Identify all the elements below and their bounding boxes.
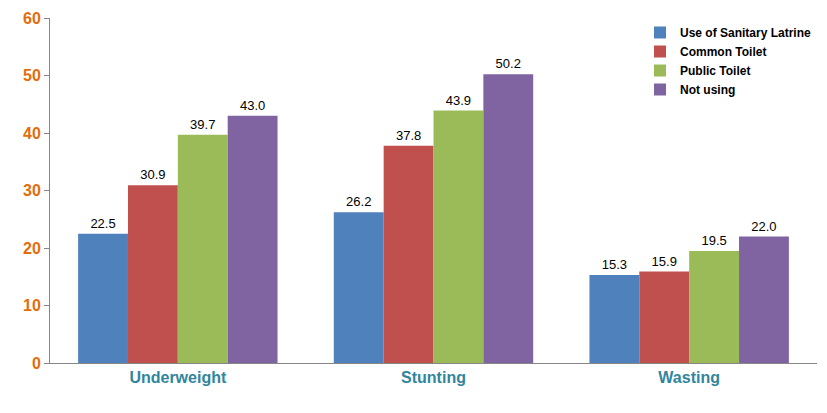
- svg-text:30: 30: [23, 182, 41, 199]
- svg-text:Use of Sanitary Latrine: Use of Sanitary Latrine: [680, 26, 811, 40]
- svg-text:15.9: 15.9: [652, 254, 677, 269]
- svg-text:50: 50: [23, 67, 41, 84]
- svg-text:Not using: Not using: [680, 83, 735, 97]
- svg-text:26.2: 26.2: [346, 194, 371, 209]
- svg-text:22.5: 22.5: [90, 216, 115, 231]
- svg-text:39.7: 39.7: [190, 117, 215, 132]
- svg-text:Underweight: Underweight: [129, 369, 227, 386]
- svg-text:50.2: 50.2: [496, 56, 521, 71]
- svg-text:0: 0: [32, 355, 41, 372]
- svg-text:60: 60: [23, 10, 41, 27]
- svg-text:Public Toilet: Public Toilet: [680, 64, 750, 78]
- svg-text:43.9: 43.9: [446, 93, 471, 108]
- svg-text:Wasting: Wasting: [658, 369, 720, 386]
- svg-text:22.0: 22.0: [751, 219, 776, 234]
- svg-text:Stunting: Stunting: [401, 369, 466, 386]
- svg-text:20: 20: [23, 240, 41, 257]
- svg-text:30.9: 30.9: [140, 167, 165, 182]
- svg-text:Common Toilet: Common Toilet: [680, 45, 766, 59]
- svg-text:37.8: 37.8: [396, 128, 421, 143]
- svg-text:43.0: 43.0: [240, 98, 265, 113]
- svg-text:10: 10: [23, 297, 41, 314]
- svg-text:19.5: 19.5: [701, 233, 726, 248]
- svg-text:15.3: 15.3: [602, 257, 627, 272]
- svg-text:40: 40: [23, 125, 41, 142]
